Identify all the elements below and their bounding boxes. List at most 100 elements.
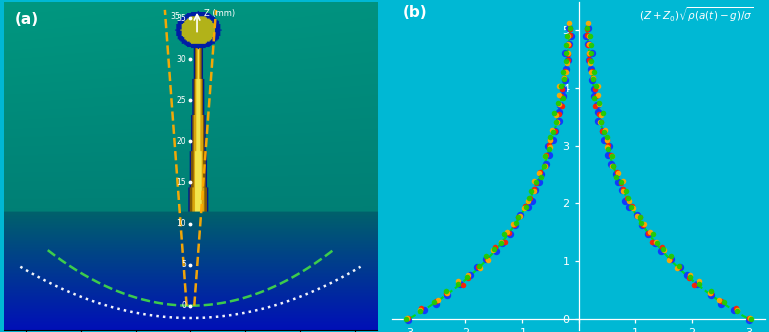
Point bbox=[464, 273, 476, 278]
Point bbox=[674, 265, 687, 270]
Point bbox=[440, 289, 452, 294]
Point bbox=[618, 188, 630, 194]
Point bbox=[657, 246, 669, 252]
Point bbox=[549, 128, 561, 134]
Point bbox=[631, 213, 643, 219]
Point bbox=[731, 307, 743, 313]
Point bbox=[501, 230, 514, 235]
Point bbox=[502, 230, 514, 235]
Point bbox=[743, 316, 755, 321]
Point bbox=[705, 290, 717, 295]
Point bbox=[621, 189, 633, 194]
Point bbox=[585, 69, 598, 74]
Point bbox=[655, 248, 667, 253]
Point bbox=[401, 315, 414, 320]
Point bbox=[504, 231, 516, 237]
Point bbox=[601, 134, 613, 140]
Text: Z (mm): Z (mm) bbox=[204, 10, 235, 19]
Point bbox=[559, 51, 571, 56]
Point bbox=[518, 206, 530, 211]
Point bbox=[544, 134, 557, 140]
Point bbox=[744, 316, 757, 322]
Point bbox=[619, 198, 631, 204]
Point bbox=[598, 137, 611, 142]
Point bbox=[581, 25, 593, 31]
Point bbox=[672, 264, 684, 269]
Point bbox=[727, 307, 740, 313]
Text: 25: 25 bbox=[176, 96, 186, 105]
Point bbox=[471, 265, 483, 270]
Point bbox=[590, 84, 602, 89]
Text: 20: 20 bbox=[176, 137, 186, 146]
Point bbox=[428, 300, 440, 305]
Point bbox=[603, 144, 615, 149]
Point bbox=[550, 112, 562, 117]
Point bbox=[664, 254, 677, 259]
Point bbox=[592, 102, 604, 107]
Point bbox=[461, 275, 473, 280]
Point bbox=[592, 111, 604, 117]
Point bbox=[588, 86, 601, 92]
Point bbox=[594, 119, 607, 124]
Point bbox=[713, 297, 725, 303]
Point bbox=[522, 198, 534, 203]
Point bbox=[528, 187, 540, 192]
Point bbox=[452, 282, 464, 287]
Text: (a): (a) bbox=[15, 12, 39, 27]
Point bbox=[586, 51, 598, 56]
Point bbox=[558, 76, 570, 82]
Point bbox=[622, 195, 634, 201]
Point bbox=[546, 127, 558, 133]
Point bbox=[601, 146, 614, 152]
Point bbox=[704, 291, 716, 296]
Point bbox=[606, 163, 618, 169]
Point bbox=[595, 112, 608, 117]
Point bbox=[610, 174, 622, 180]
Point bbox=[615, 179, 628, 185]
Point bbox=[635, 222, 647, 228]
Point bbox=[731, 308, 743, 313]
Point bbox=[584, 43, 597, 48]
Point bbox=[616, 187, 628, 193]
Point bbox=[663, 257, 675, 263]
Point bbox=[657, 247, 670, 252]
Point bbox=[488, 246, 501, 252]
Point bbox=[414, 308, 426, 313]
Point bbox=[533, 180, 545, 185]
Point bbox=[594, 119, 607, 124]
Point bbox=[582, 42, 594, 48]
Point bbox=[599, 127, 611, 133]
Point bbox=[562, 57, 574, 63]
Point bbox=[547, 137, 559, 142]
Point bbox=[743, 318, 755, 323]
Point bbox=[540, 161, 552, 167]
Point bbox=[717, 300, 730, 305]
Point bbox=[601, 152, 614, 158]
Point bbox=[554, 93, 567, 99]
Point bbox=[591, 110, 604, 115]
Point bbox=[598, 129, 611, 135]
Point bbox=[510, 220, 522, 226]
Point bbox=[588, 94, 600, 99]
Point bbox=[584, 34, 597, 39]
Point bbox=[561, 34, 573, 39]
Point bbox=[511, 215, 524, 220]
Point bbox=[452, 279, 464, 284]
Point bbox=[430, 299, 442, 304]
Point bbox=[461, 273, 474, 278]
Point bbox=[560, 69, 572, 75]
Point bbox=[585, 67, 598, 72]
Point bbox=[534, 171, 547, 177]
Point bbox=[482, 257, 494, 263]
Point bbox=[715, 301, 727, 306]
Point bbox=[588, 75, 600, 80]
Point bbox=[541, 144, 554, 149]
Point bbox=[402, 318, 414, 323]
Point bbox=[656, 245, 668, 250]
Point bbox=[601, 137, 613, 143]
Point bbox=[472, 265, 484, 270]
Point bbox=[543, 152, 555, 158]
Point bbox=[564, 25, 577, 31]
Point bbox=[601, 144, 613, 150]
Point bbox=[472, 264, 484, 269]
